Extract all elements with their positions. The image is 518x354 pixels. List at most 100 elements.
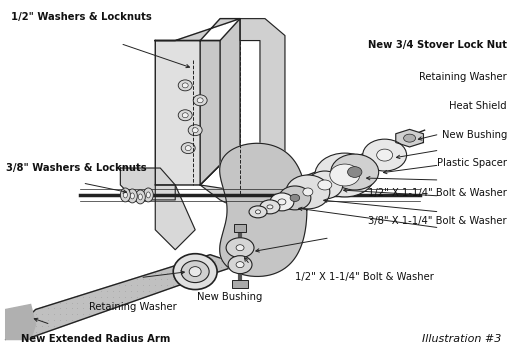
Point: [176, 92, 184, 98]
Point: [265, 230, 274, 236]
Point: [261, 180, 269, 186]
Point: [261, 70, 269, 76]
Point: [169, 282, 177, 287]
Point: [251, 31, 259, 36]
Point: [176, 97, 184, 103]
Point: [206, 165, 214, 171]
Point: [276, 145, 284, 151]
Point: [211, 86, 219, 91]
Point: [231, 135, 239, 141]
Point: [196, 135, 204, 141]
Point: [225, 235, 234, 241]
Point: [181, 48, 190, 53]
Point: [231, 220, 239, 226]
Polygon shape: [220, 143, 307, 276]
Point: [251, 36, 259, 41]
Point: [271, 101, 279, 106]
Point: [216, 61, 224, 66]
Point: [139, 282, 148, 287]
Point: [201, 68, 209, 73]
Point: [231, 41, 239, 46]
Point: [271, 91, 279, 96]
Point: [211, 91, 219, 96]
Point: [191, 48, 199, 53]
Point: [261, 65, 269, 71]
Point: [280, 185, 289, 191]
Point: [240, 190, 249, 196]
Point: [261, 91, 269, 96]
Ellipse shape: [315, 153, 375, 197]
Point: [291, 185, 299, 191]
Point: [255, 265, 264, 271]
Point: [251, 255, 259, 261]
Point: [270, 200, 279, 206]
Point: [206, 170, 214, 176]
Point: [206, 82, 214, 88]
Point: [211, 102, 219, 108]
Point: [191, 152, 199, 158]
Point: [236, 190, 244, 196]
Point: [266, 31, 274, 36]
Point: [187, 258, 195, 263]
Point: [121, 300, 130, 306]
Point: [231, 160, 239, 166]
Point: [186, 63, 194, 68]
Point: [206, 118, 214, 123]
Ellipse shape: [260, 200, 280, 214]
Point: [49, 324, 57, 329]
Point: [231, 155, 239, 161]
Point: [265, 175, 274, 181]
Point: [166, 53, 175, 58]
Point: [241, 202, 249, 208]
Point: [236, 255, 244, 261]
Point: [285, 165, 294, 171]
Point: [211, 87, 219, 93]
Point: [225, 165, 234, 171]
Point: [166, 137, 175, 143]
Point: [276, 265, 284, 271]
Point: [181, 167, 190, 173]
Point: [216, 81, 224, 86]
Point: [133, 276, 141, 281]
Point: [161, 53, 169, 58]
Point: [255, 220, 264, 226]
Point: [261, 245, 269, 251]
Point: [221, 235, 229, 241]
Point: [231, 202, 239, 208]
Point: [181, 147, 190, 153]
Point: [216, 130, 224, 136]
Point: [291, 215, 299, 221]
Point: [181, 264, 190, 269]
Point: [221, 155, 229, 161]
Point: [240, 250, 249, 256]
Point: [166, 78, 175, 83]
Point: [266, 70, 274, 76]
Point: [246, 215, 254, 221]
Point: [206, 135, 214, 141]
Point: [201, 75, 209, 81]
Point: [216, 135, 224, 141]
Point: [226, 140, 234, 146]
Point: [196, 113, 204, 118]
Point: [276, 215, 284, 221]
Text: New Extended Radius Arm: New Extended Radius Arm: [21, 334, 171, 344]
Point: [196, 86, 204, 91]
Point: [157, 288, 165, 293]
Polygon shape: [155, 19, 240, 41]
Ellipse shape: [120, 188, 131, 202]
Point: [261, 51, 269, 56]
Point: [266, 86, 274, 91]
Ellipse shape: [123, 192, 127, 198]
Point: [231, 130, 239, 136]
Point: [196, 82, 204, 88]
Point: [181, 68, 190, 73]
Point: [276, 165, 284, 171]
Point: [161, 142, 169, 148]
Point: [255, 160, 264, 166]
Point: [255, 245, 264, 251]
Point: [231, 265, 239, 271]
Point: [231, 86, 239, 91]
Point: [246, 260, 254, 266]
Point: [206, 145, 214, 151]
Point: [270, 150, 279, 156]
